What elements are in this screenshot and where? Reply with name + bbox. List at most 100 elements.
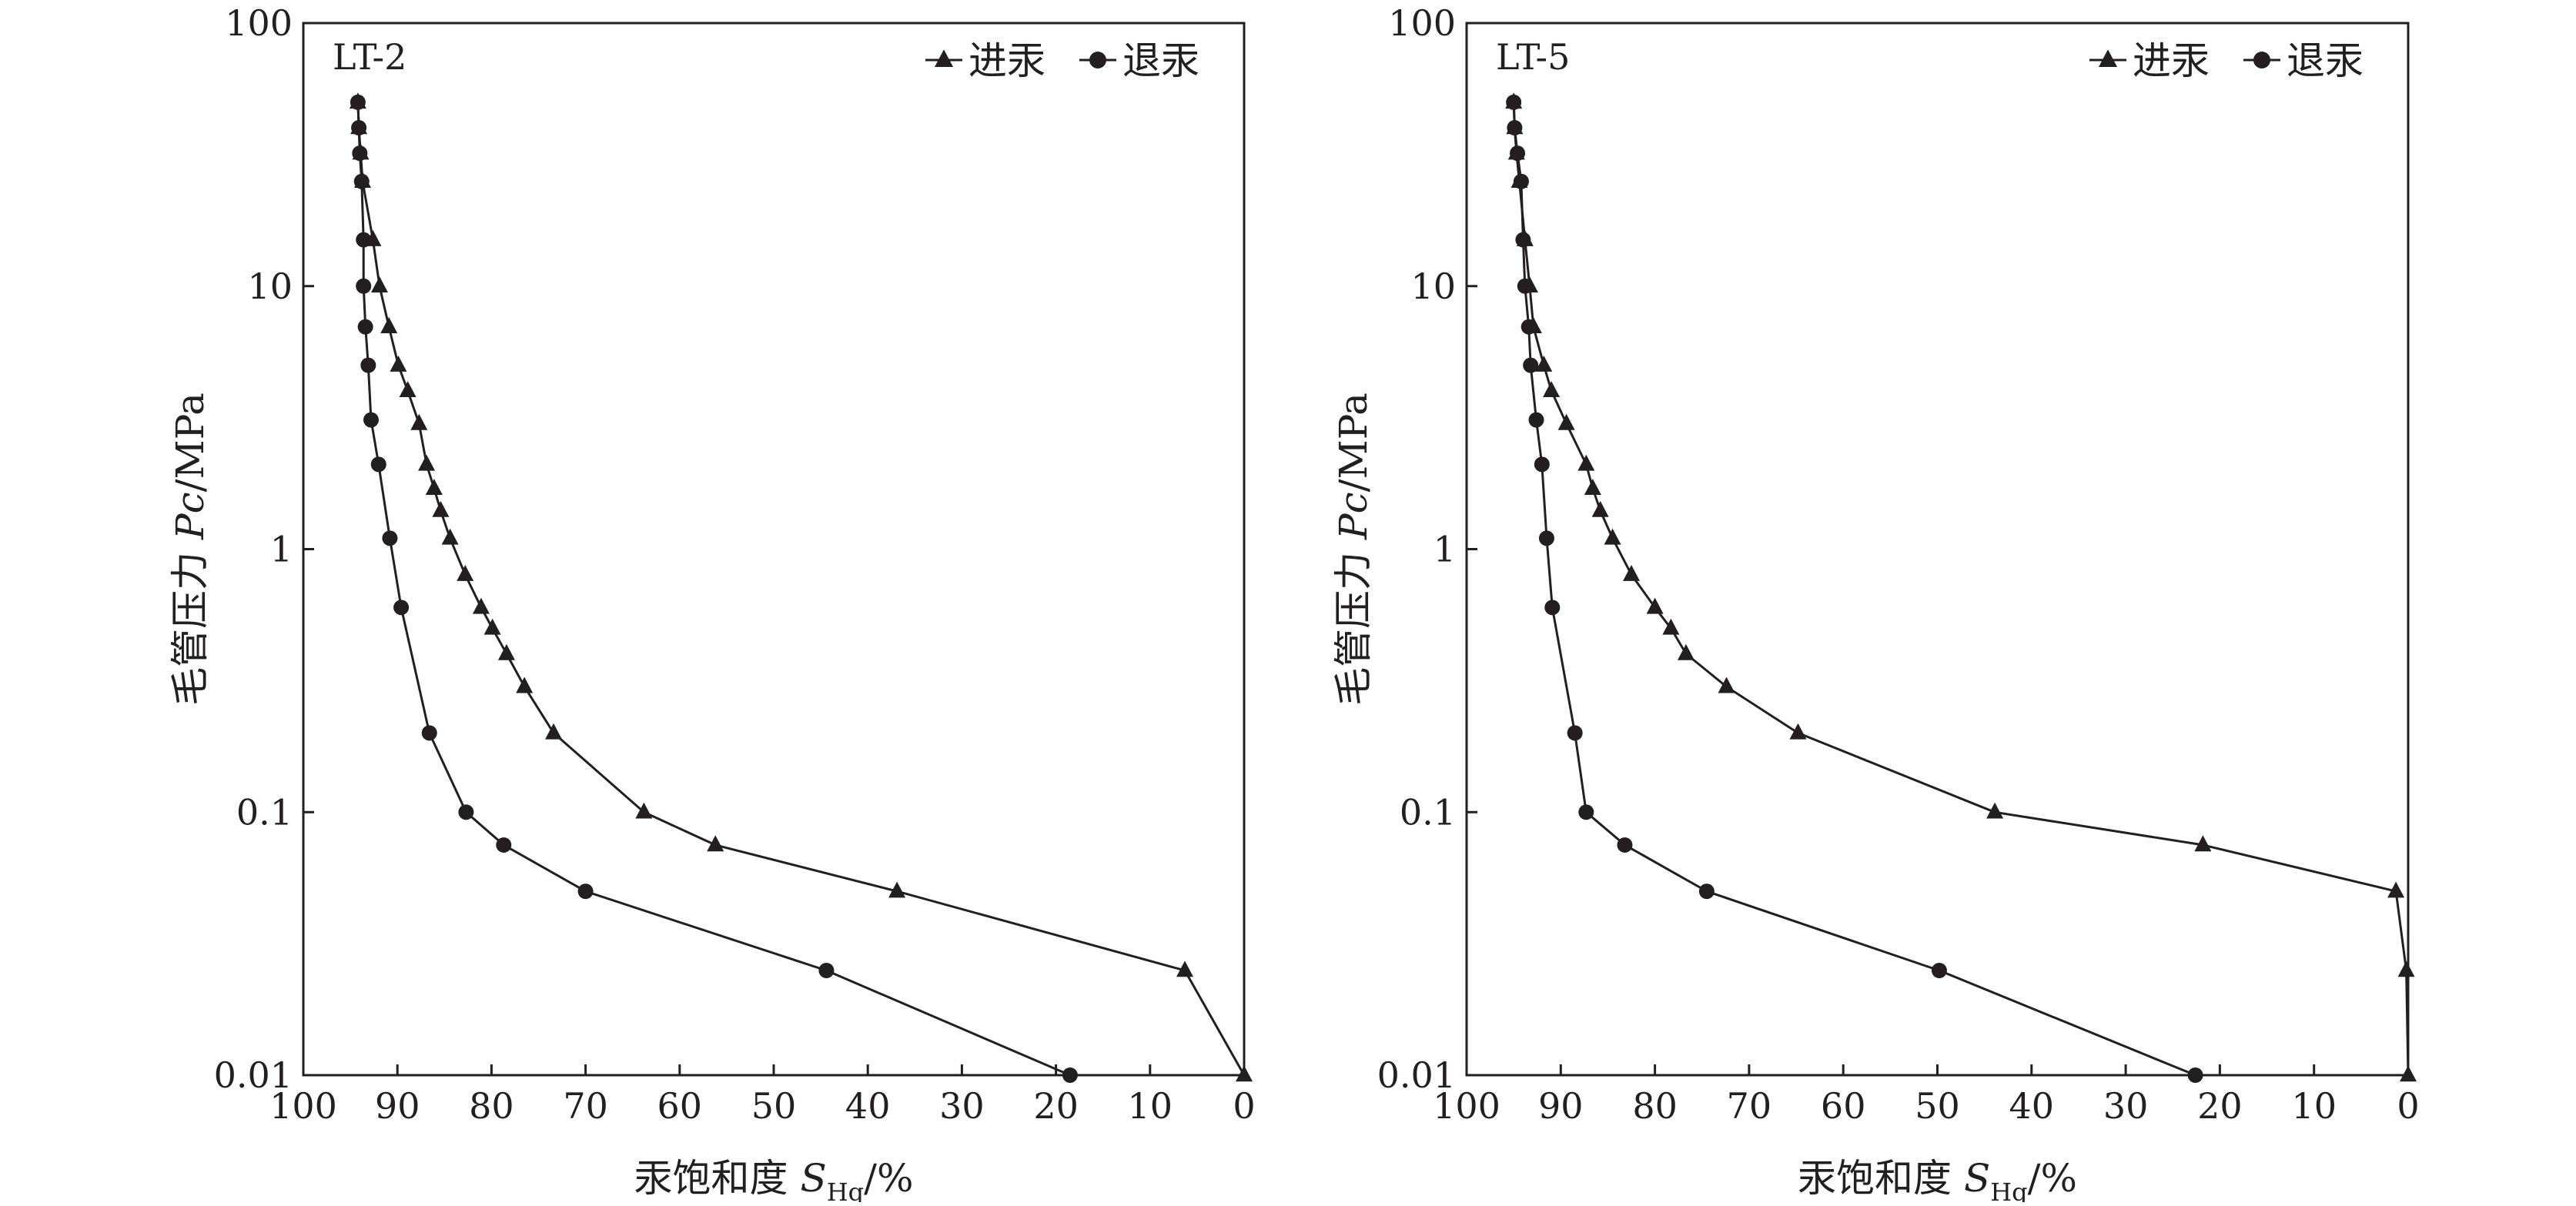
data-point-triangle	[432, 500, 450, 517]
legend-marker-circle	[2253, 52, 2270, 68]
y-axis-title-unit: /MPa	[168, 393, 212, 492]
y-tick-label: 100	[1388, 2, 1456, 44]
series-line	[356, 102, 1071, 1077]
data-point-triangle	[1535, 355, 1553, 372]
series-extrusion	[350, 94, 1078, 1083]
data-point-circle	[577, 884, 594, 900]
data-point-circle	[370, 456, 386, 473]
data-point-triangle	[1577, 454, 1595, 471]
data-point-circle	[1544, 600, 1561, 616]
data-point-circle	[1521, 319, 1537, 335]
data-point-circle	[382, 530, 398, 546]
x-tick-label: 30	[2103, 1085, 2149, 1127]
data-point-circle	[351, 119, 367, 135]
x-tick-label: 10	[2291, 1085, 2337, 1127]
data-point-triangle	[390, 355, 407, 372]
y-tick-label: 100	[225, 2, 293, 44]
data-point-circle	[1578, 804, 1594, 820]
data-point-triangle	[472, 597, 490, 614]
y-tick-label: 1	[270, 529, 293, 570]
data-point-triangle	[410, 413, 428, 430]
series-intrusion	[1505, 92, 2417, 1082]
data-point-circle	[1507, 119, 1523, 135]
x-tick-label: 30	[939, 1085, 985, 1127]
x-axis: 100 90 80 70 60 50 40 30 20 10 0	[269, 1064, 1256, 1127]
y-axis-title-symbol: Pc	[1331, 492, 1376, 540]
data-point-circle	[352, 145, 368, 162]
data-point-circle	[1506, 94, 1522, 110]
x-tick-label: 40	[2009, 1085, 2055, 1127]
y-tick-label: 10	[1410, 266, 1456, 307]
data-point-circle	[360, 357, 376, 373]
legend-label: 进汞	[2133, 38, 2210, 83]
x-axis-title-subscript: Hg	[827, 1178, 864, 1202]
data-point-triangle	[1789, 723, 1807, 740]
data-point-triangle	[2400, 1065, 2417, 1082]
data-point-circle	[1538, 530, 1554, 546]
y-axis: 0.01 0.1 1 10 100	[214, 2, 314, 1096]
data-point-triangle	[1557, 413, 1575, 430]
data-point-triangle	[425, 479, 443, 495]
x-tick-label: 60	[657, 1085, 703, 1127]
data-point-circle	[353, 173, 370, 189]
data-point-triangle	[888, 881, 906, 898]
x-axis-title-symbol: S	[1964, 1156, 1990, 1201]
x-tick-label: 100	[1433, 1085, 1500, 1127]
data-point-circle	[350, 94, 366, 110]
data-point-triangle	[2387, 881, 2405, 898]
data-point-circle	[2187, 1067, 2203, 1083]
chart-panel-2: 100 90 80 70 60 50 40 30 20 10 00.010.1110100汞饱和度 …	[1331, 2, 2420, 1206]
data-point-triangle	[707, 835, 724, 852]
y-tick-label: 10	[247, 266, 293, 307]
series-line	[1512, 102, 2196, 1077]
panel-label: LT-5	[1496, 36, 1570, 78]
data-point-circle	[1515, 232, 1531, 248]
data-point-triangle	[1718, 676, 1735, 693]
data-point-triangle	[2397, 960, 2415, 977]
data-point-triangle	[1986, 802, 2004, 819]
data-point-triangle	[1662, 618, 1680, 635]
x-tick-label: 80	[1632, 1085, 1678, 1127]
legend-label: 退汞	[1122, 38, 1199, 83]
x-tick-label: 70	[563, 1085, 608, 1127]
data-point-circle	[1523, 357, 1539, 373]
data-point-circle	[1534, 456, 1550, 473]
x-tick-label: 0	[1233, 1085, 1255, 1127]
x-tick-label: 20	[2197, 1085, 2243, 1127]
data-point-triangle	[1591, 500, 1609, 517]
data-point-triangle	[1584, 479, 1601, 495]
panel-label: LT-2	[333, 36, 406, 78]
data-point-triangle	[1646, 597, 1664, 614]
data-point-circle	[818, 963, 835, 979]
data-point-triangle	[1543, 381, 1561, 397]
x-axis-title-subscript: Hg	[1990, 1178, 2027, 1202]
plot-frame	[302, 22, 1246, 1077]
x-tick-label: 80	[469, 1085, 514, 1127]
data-point-circle	[1510, 145, 1526, 162]
y-axis-title-main: 毛管压力	[168, 540, 212, 706]
y-tick-label: 0.01	[214, 1054, 293, 1096]
legend-item: 退汞	[2243, 38, 2364, 83]
data-point-triangle	[545, 723, 563, 740]
x-tick-label: 50	[1915, 1085, 1960, 1127]
legend-item: 进汞	[925, 38, 1045, 83]
x-tick-label: 60	[1821, 1085, 1866, 1127]
y-tick-label: 1	[1434, 529, 1456, 570]
x-tick-label: 50	[751, 1085, 797, 1127]
y-axis-title: 毛管压力 Pc/MPa	[1331, 393, 1376, 706]
data-point-triangle	[1623, 564, 1641, 581]
data-point-triangle	[1176, 960, 1194, 977]
x-axis-title-main: 汞饱和度	[634, 1156, 801, 1201]
data-point-circle	[363, 412, 379, 428]
data-point-circle	[1698, 884, 1715, 900]
data-point-circle	[496, 837, 512, 853]
data-point-triangle	[370, 276, 388, 292]
y-tick-label: 0.1	[1400, 791, 1456, 833]
data-point-triangle	[441, 528, 459, 545]
data-point-triangle	[483, 618, 501, 635]
data-point-circle	[421, 725, 437, 741]
x-axis: 100 90 80 70 60 50 40 30 20 10 0	[1433, 1064, 2420, 1127]
data-point-triangle	[1236, 1065, 1253, 1082]
data-point-triangle	[1604, 528, 1621, 545]
